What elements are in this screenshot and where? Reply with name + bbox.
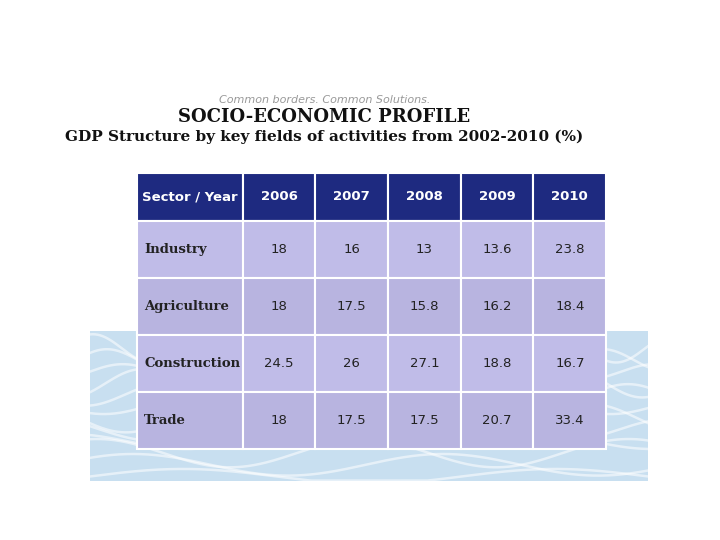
Polygon shape xyxy=(138,173,243,221)
Text: 16: 16 xyxy=(343,243,360,256)
Text: 33.4: 33.4 xyxy=(555,414,585,427)
Text: Common borders. Common Solutions.: Common borders. Common Solutions. xyxy=(219,95,430,105)
Polygon shape xyxy=(461,335,534,392)
Text: Industry: Industry xyxy=(144,243,207,256)
Text: 26: 26 xyxy=(343,357,360,370)
Polygon shape xyxy=(388,221,461,278)
Text: GDP Structure by key fields of activities from 2002-2010 (%): GDP Structure by key fields of activitie… xyxy=(66,129,583,144)
Polygon shape xyxy=(388,173,461,221)
Text: 16.2: 16.2 xyxy=(482,300,512,313)
Polygon shape xyxy=(243,392,315,449)
Polygon shape xyxy=(534,278,606,335)
Polygon shape xyxy=(388,335,461,392)
Polygon shape xyxy=(138,335,243,392)
Polygon shape xyxy=(138,221,243,278)
Text: 13: 13 xyxy=(416,243,433,256)
Polygon shape xyxy=(138,278,243,335)
Text: 13.6: 13.6 xyxy=(482,243,512,256)
Text: 17.5: 17.5 xyxy=(337,414,366,427)
Text: 18.4: 18.4 xyxy=(555,300,585,313)
Text: 15.8: 15.8 xyxy=(410,300,439,313)
Text: 2008: 2008 xyxy=(406,190,443,204)
Polygon shape xyxy=(243,335,315,392)
Text: 17.5: 17.5 xyxy=(337,300,366,313)
FancyBboxPatch shape xyxy=(90,331,648,481)
Polygon shape xyxy=(461,221,534,278)
Polygon shape xyxy=(534,392,606,449)
Polygon shape xyxy=(315,392,388,449)
Polygon shape xyxy=(315,221,388,278)
Polygon shape xyxy=(243,278,315,335)
Polygon shape xyxy=(315,335,388,392)
Polygon shape xyxy=(461,278,534,335)
Text: 16.7: 16.7 xyxy=(555,357,585,370)
Text: 23.8: 23.8 xyxy=(555,243,585,256)
Polygon shape xyxy=(243,173,315,221)
Polygon shape xyxy=(243,221,315,278)
Text: SOCIO-ECONOMIC PROFILE: SOCIO-ECONOMIC PROFILE xyxy=(179,108,470,126)
Polygon shape xyxy=(461,392,534,449)
Polygon shape xyxy=(138,392,243,449)
Polygon shape xyxy=(388,392,461,449)
Text: 2006: 2006 xyxy=(261,190,297,204)
Text: 18: 18 xyxy=(271,300,287,313)
Polygon shape xyxy=(534,335,606,392)
Polygon shape xyxy=(315,278,388,335)
Polygon shape xyxy=(461,173,534,221)
Text: 2007: 2007 xyxy=(333,190,370,204)
Text: 27.1: 27.1 xyxy=(410,357,439,370)
Polygon shape xyxy=(534,221,606,278)
Polygon shape xyxy=(388,278,461,335)
Text: 18: 18 xyxy=(271,414,287,427)
Polygon shape xyxy=(534,173,606,221)
Text: Sector / Year: Sector / Year xyxy=(143,190,238,204)
Text: 2009: 2009 xyxy=(479,190,516,204)
Text: Trade: Trade xyxy=(144,414,186,427)
Text: 2010: 2010 xyxy=(552,190,588,204)
Text: 20.7: 20.7 xyxy=(482,414,512,427)
Polygon shape xyxy=(315,173,388,221)
Text: 24.5: 24.5 xyxy=(264,357,294,370)
Text: 17.5: 17.5 xyxy=(410,414,439,427)
Text: Construction: Construction xyxy=(144,357,240,370)
Text: Agriculture: Agriculture xyxy=(144,300,229,313)
Text: 18.8: 18.8 xyxy=(482,357,512,370)
Text: 18: 18 xyxy=(271,243,287,256)
